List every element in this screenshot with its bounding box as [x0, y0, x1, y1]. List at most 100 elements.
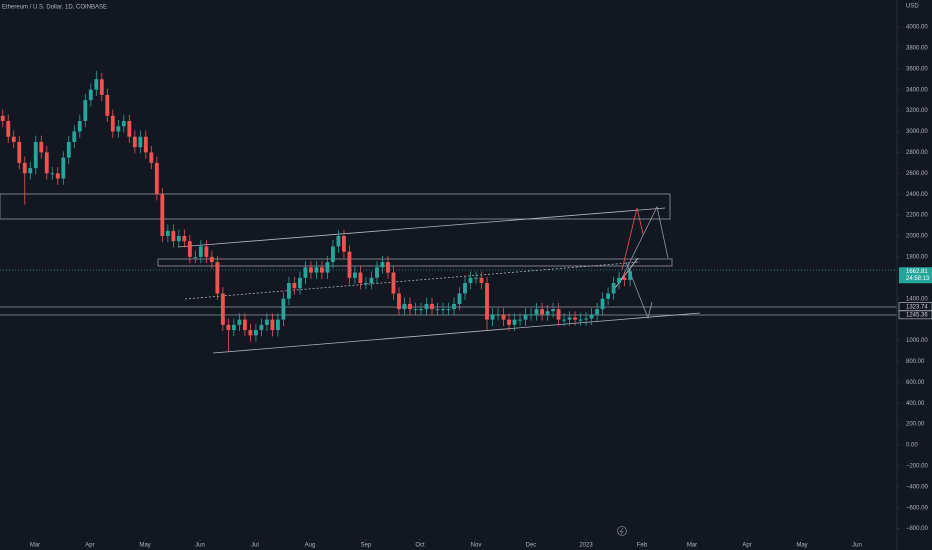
- candle-body: [573, 318, 577, 320]
- candle-body: [215, 262, 219, 293]
- y-tick-label: 3200.00: [906, 108, 928, 114]
- candle-body: [359, 273, 363, 283]
- y-tick-label: −200.00: [906, 464, 929, 470]
- candle-body: [56, 173, 60, 178]
- x-tick-label: Feb: [637, 543, 648, 549]
- candle-body: [392, 273, 396, 294]
- candle-body: [182, 236, 186, 241]
- candle-body: [408, 304, 412, 309]
- candle-body: [45, 152, 49, 173]
- chart-title: Ethereum / U.S. Dollar, 1D, COINBASE: [2, 5, 107, 11]
- candle-body: [171, 231, 175, 241]
- candle-body: [430, 304, 434, 309]
- candle-body: [39, 142, 43, 152]
- candle-body: [337, 236, 341, 246]
- candle-body: [254, 330, 258, 335]
- candle-body: [518, 320, 522, 321]
- candle-body: [452, 304, 456, 309]
- candle-body: [474, 278, 478, 279]
- candle-body: [193, 257, 197, 258]
- candle-body: [292, 283, 296, 288]
- candle-body: [595, 309, 599, 314]
- y-tick-label: 800.00: [906, 359, 925, 365]
- candle-body: [513, 320, 517, 325]
- candle-body: [364, 283, 368, 284]
- candle-body: [265, 320, 269, 325]
- candle-body: [155, 163, 159, 194]
- candle-body: [463, 283, 467, 293]
- y-tick-label: 1400.00: [906, 296, 928, 302]
- candle-body: [326, 262, 330, 272]
- candle-body: [524, 314, 528, 319]
- countdown-label: 24:58:13: [906, 276, 930, 282]
- x-tick-label: May: [139, 543, 150, 549]
- candle-body: [166, 231, 170, 236]
- price-label: 1662.81: [906, 269, 928, 275]
- y-tick-label: −600.00: [906, 505, 929, 511]
- x-tick-label: 2023: [579, 543, 593, 549]
- x-tick-label: Apr: [742, 543, 751, 549]
- y-tick-label: −800.00: [906, 526, 929, 532]
- y-tick-label: 3000.00: [906, 129, 928, 135]
- candle-body: [23, 163, 27, 173]
- y-tick-label: 2200.00: [906, 213, 928, 219]
- candle-body: [601, 299, 605, 309]
- candle-body: [540, 309, 544, 314]
- candle-body: [579, 320, 583, 321]
- y-tick-label: 3400.00: [906, 87, 928, 93]
- candle-body: [89, 90, 93, 100]
- candle-body: [348, 252, 352, 278]
- candle-body: [623, 278, 627, 280]
- x-tick-label: Apr: [85, 543, 94, 549]
- candle-body: [160, 194, 164, 236]
- candle-body: [276, 320, 280, 330]
- candle-body: [226, 325, 230, 330]
- candle-body: [557, 309, 561, 319]
- candle-body: [386, 262, 390, 272]
- candle-body: [122, 121, 126, 126]
- candle-body: [67, 142, 71, 158]
- candle-body: [370, 278, 374, 283]
- x-tick-label: Nov: [471, 543, 482, 549]
- candle-body: [61, 158, 65, 179]
- x-tick-label: Oct: [415, 543, 425, 549]
- candle-body: [94, 79, 98, 89]
- candle-body: [149, 152, 153, 162]
- candle-body: [210, 257, 214, 262]
- y-tick-label: 3600.00: [906, 66, 928, 72]
- candle-body: [353, 273, 357, 278]
- candle-body: [480, 278, 484, 283]
- y-tick-label: 2400.00: [906, 192, 928, 198]
- candle-body: [397, 293, 401, 309]
- candle-body: [320, 267, 324, 272]
- candle-body: [590, 314, 594, 318]
- candle-body: [237, 320, 241, 325]
- candle-body: [6, 121, 10, 137]
- candle-body: [425, 304, 429, 309]
- candle-body: [259, 325, 263, 330]
- candle-body: [403, 304, 407, 309]
- candle-body: [144, 137, 148, 153]
- y-tick-label: 0.00: [906, 443, 918, 449]
- y-tick-label: 2600.00: [906, 171, 928, 177]
- candle-body: [204, 246, 208, 256]
- y-tick-label: 2000.00: [906, 234, 928, 240]
- candle-body: [232, 325, 236, 330]
- candle-body: [381, 262, 385, 267]
- candle-body: [529, 314, 533, 315]
- candle-body: [315, 267, 319, 272]
- y-tick-label: 3800.00: [906, 45, 928, 51]
- candle-body: [111, 116, 115, 132]
- candle-body: [375, 267, 379, 277]
- candle-body: [606, 293, 610, 298]
- candle-body: [270, 320, 274, 330]
- candle-body: [331, 246, 335, 262]
- candle-body: [628, 271, 632, 280]
- candle-body: [34, 142, 38, 168]
- candle-body: [419, 309, 423, 310]
- candle-body: [617, 278, 621, 283]
- candle-body: [491, 314, 495, 319]
- candle-body: [12, 137, 16, 142]
- candle-body: [133, 137, 137, 147]
- x-tick-label: Jul: [251, 543, 259, 549]
